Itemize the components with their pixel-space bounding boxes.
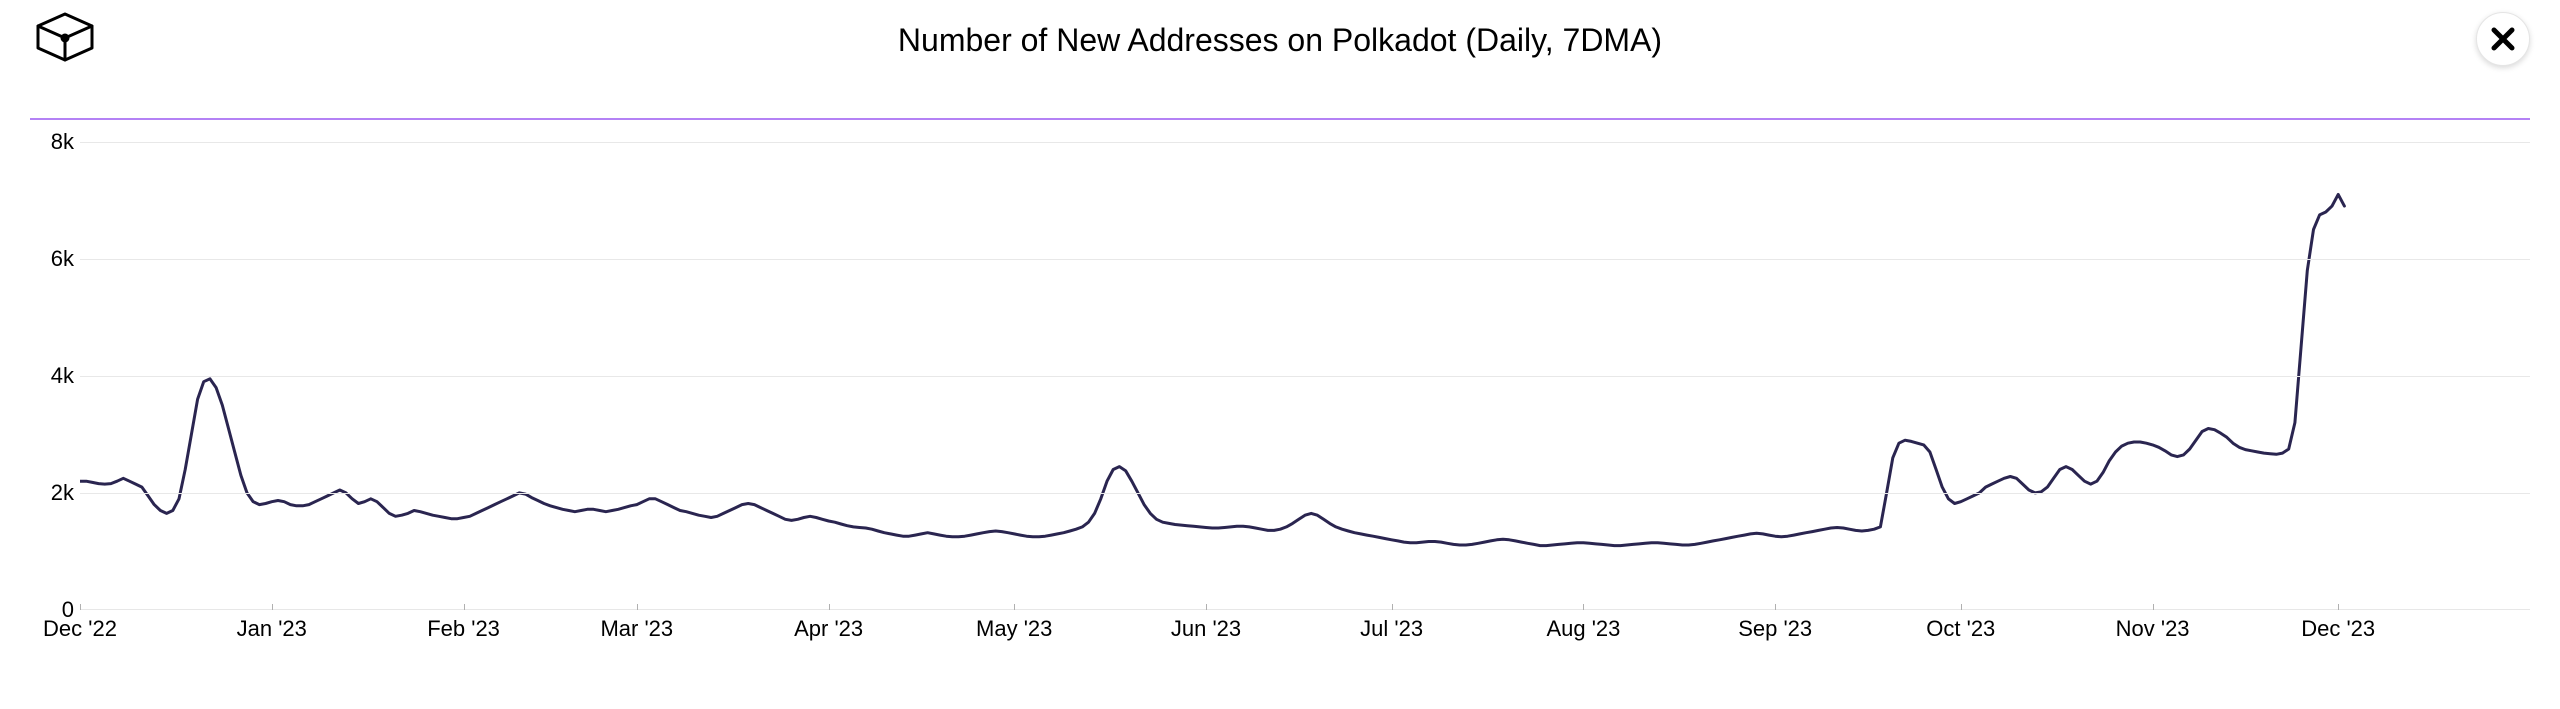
x-tick-mark <box>637 604 638 610</box>
x-tick-mark <box>829 604 830 610</box>
chart-plot-area: 02k4k6k8k Dec '22Jan '23Feb '23Mar '23Ap… <box>80 130 2530 650</box>
cube-logo-icon <box>30 10 100 62</box>
grid-line <box>80 142 2530 143</box>
x-tick-mark <box>80 604 81 610</box>
plot-svg <box>80 130 2530 610</box>
x-tick-label: Jul '23 <box>1360 616 1423 642</box>
x-tick-mark <box>1392 604 1393 610</box>
x-tick-label: Dec '23 <box>2301 616 2375 642</box>
chart-container: Number of New Addresses on Polkadot (Dai… <box>0 0 2560 709</box>
y-tick-label: 8k <box>30 129 74 155</box>
x-tick-label: Sep '23 <box>1738 616 1812 642</box>
x-tick-mark <box>2338 604 2339 610</box>
plot-surface <box>80 130 2530 610</box>
x-tick-label: Aug '23 <box>1546 616 1620 642</box>
x-tick-mark <box>272 604 273 610</box>
x-tick-label: Apr '23 <box>794 616 863 642</box>
x-tick-label: May '23 <box>976 616 1052 642</box>
chart-header: Number of New Addresses on Polkadot (Dai… <box>30 10 2530 70</box>
x-tick-mark <box>2153 604 2154 610</box>
x-tick-mark <box>1775 604 1776 610</box>
x-tick-mark <box>1206 604 1207 610</box>
grid-line <box>80 259 2530 260</box>
x-tick-label: Dec '22 <box>43 616 117 642</box>
grid-line <box>80 493 2530 494</box>
close-button[interactable] <box>2476 12 2530 66</box>
y-tick-label: 4k <box>30 363 74 389</box>
close-icon <box>2490 26 2516 52</box>
x-tick-mark <box>1961 604 1962 610</box>
x-tick-mark <box>1014 604 1015 610</box>
x-tick-label: Jun '23 <box>1171 616 1241 642</box>
brand-logo <box>30 10 100 67</box>
legend-series-line <box>30 118 2530 120</box>
x-tick-mark <box>464 604 465 610</box>
x-tick-label: Nov '23 <box>2116 616 2190 642</box>
x-tick-label: Mar '23 <box>600 616 673 642</box>
x-tick-label: Oct '23 <box>1926 616 1995 642</box>
x-axis: Dec '22Jan '23Feb '23Mar '23Apr '23May '… <box>80 610 2530 650</box>
chart-title: Number of New Addresses on Polkadot (Dai… <box>898 22 1662 59</box>
x-tick-label: Jan '23 <box>237 616 307 642</box>
grid-line <box>80 376 2530 377</box>
y-tick-label: 2k <box>30 480 74 506</box>
x-tick-label: Feb '23 <box>427 616 500 642</box>
x-tick-mark <box>1583 604 1584 610</box>
y-tick-label: 6k <box>30 246 74 272</box>
y-axis: 02k4k6k8k <box>30 130 74 610</box>
